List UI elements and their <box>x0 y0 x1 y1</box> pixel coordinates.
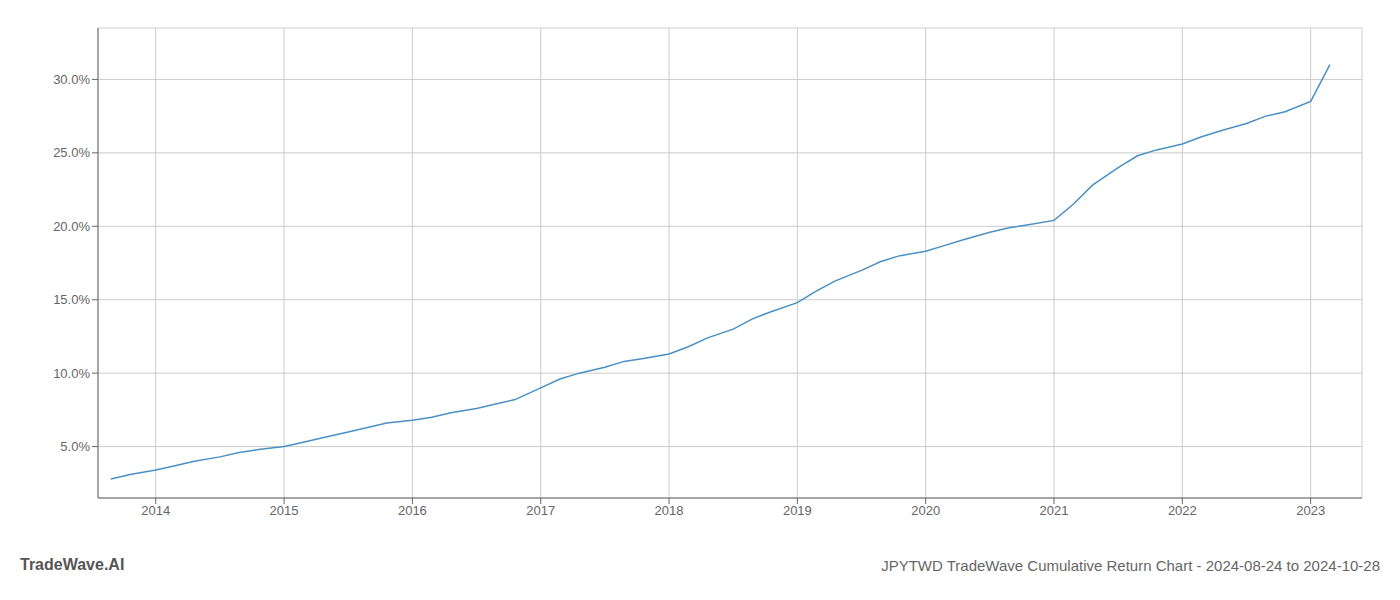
svg-text:2017: 2017 <box>526 503 555 518</box>
svg-text:2018: 2018 <box>655 503 684 518</box>
svg-text:10.0%: 10.0% <box>53 366 90 381</box>
svg-text:20.0%: 20.0% <box>53 219 90 234</box>
svg-text:2020: 2020 <box>911 503 940 518</box>
svg-text:2015: 2015 <box>270 503 299 518</box>
svg-text:2016: 2016 <box>398 503 427 518</box>
svg-text:2019: 2019 <box>783 503 812 518</box>
svg-text:2021: 2021 <box>1040 503 1069 518</box>
html-text:TradeWave.AI: TradeWave.AI <box>20 556 125 573</box>
svg-text:2022: 2022 <box>1168 503 1197 518</box>
svg-text:2023: 2023 <box>1296 503 1325 518</box>
svg-text:2014: 2014 <box>141 503 170 518</box>
svg-text:30.0%: 30.0% <box>53 72 90 87</box>
html-text:JPYTWD TradeWave Cumulative Re: JPYTWD TradeWave Cumulative Return Chart… <box>881 557 1380 574</box>
svg-text:15.0%: 15.0% <box>53 292 90 307</box>
svg-text:25.0%: 25.0% <box>53 145 90 160</box>
svg-text:5.0%: 5.0% <box>60 439 90 454</box>
